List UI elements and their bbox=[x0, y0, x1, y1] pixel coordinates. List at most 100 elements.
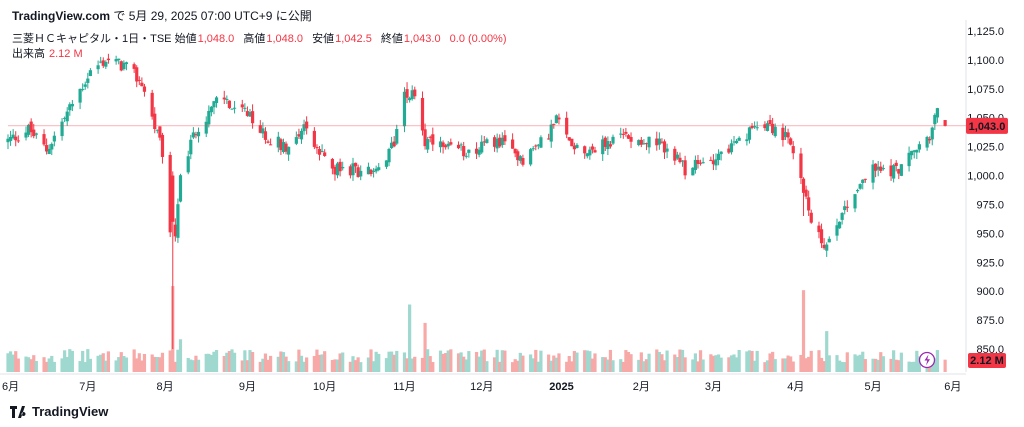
volume-bar bbox=[438, 350, 443, 372]
volume-bar bbox=[492, 357, 497, 372]
volume-bar bbox=[549, 360, 553, 372]
candle-body bbox=[32, 129, 36, 137]
volume-bar bbox=[456, 353, 461, 372]
volume-bar bbox=[477, 356, 481, 372]
candle-body bbox=[243, 107, 247, 109]
volume-bar bbox=[485, 361, 489, 372]
candle-body bbox=[642, 143, 646, 145]
volume-bar bbox=[305, 357, 309, 372]
candle-body bbox=[588, 149, 592, 156]
candle-body bbox=[158, 126, 162, 138]
volume-bar bbox=[294, 361, 298, 372]
volume-bar bbox=[6, 353, 10, 372]
candle-body bbox=[822, 244, 826, 249]
candle-body bbox=[459, 144, 463, 146]
candle-body bbox=[284, 143, 288, 152]
volume-bar bbox=[910, 361, 914, 372]
footer-logo-text: TradingView bbox=[32, 404, 109, 419]
candle-body bbox=[428, 136, 432, 138]
volume-bar bbox=[822, 361, 826, 372]
price-axis[interactable]: 1,125.01,100.01,075.01,050.01,025.01,000… bbox=[967, 26, 1004, 356]
volume-bar bbox=[606, 359, 610, 372]
volume-bar bbox=[431, 362, 435, 372]
candle-body bbox=[99, 61, 103, 63]
volume-bar bbox=[894, 359, 898, 372]
volume-bar bbox=[547, 354, 551, 372]
time-axis[interactable]: 6月 7月 8月 9月 10月 11月 12月 2025 2月 3月 4月 5月 6月 bbox=[0, 373, 966, 393]
volume-bar bbox=[590, 358, 595, 372]
candle-body bbox=[825, 244, 829, 251]
candle-body bbox=[593, 150, 597, 153]
candle-body bbox=[196, 131, 201, 137]
candle-body bbox=[845, 206, 849, 208]
candle-body bbox=[925, 136, 929, 148]
last-volume-label: 2.12 M bbox=[970, 355, 1004, 367]
volume-bar bbox=[330, 359, 334, 372]
candle-body bbox=[912, 150, 916, 152]
candle-body bbox=[408, 98, 412, 101]
volume-bar bbox=[338, 353, 342, 372]
volume-bar bbox=[258, 361, 262, 372]
candle-body bbox=[60, 121, 64, 137]
price-chart[interactable]: 1,125.01,100.01,075.01,050.01,025.01,000… bbox=[0, 0, 1024, 400]
volume-bar bbox=[47, 358, 51, 372]
tradingview-logo-icon bbox=[10, 405, 26, 418]
volume-bar bbox=[353, 360, 358, 372]
last-volume-badge bbox=[968, 353, 1006, 368]
volume-bar bbox=[855, 355, 860, 372]
volume-bar bbox=[801, 290, 806, 372]
candle-body bbox=[230, 108, 234, 110]
candle-body bbox=[122, 62, 126, 70]
candle-body bbox=[737, 137, 741, 141]
volume-bar bbox=[763, 362, 767, 372]
volume-bar bbox=[498, 361, 502, 372]
volume-bar bbox=[482, 349, 486, 372]
candle-body bbox=[474, 148, 479, 154]
volume-bar bbox=[647, 353, 651, 372]
candle-body bbox=[160, 134, 165, 157]
volume-bar bbox=[408, 304, 412, 372]
candle-body bbox=[601, 139, 605, 155]
volume-bar bbox=[263, 353, 268, 372]
volume-bar bbox=[261, 358, 265, 372]
candle-body bbox=[791, 146, 795, 154]
volume-bar bbox=[675, 357, 679, 372]
volume-bar bbox=[727, 357, 731, 372]
volume-bar bbox=[276, 356, 280, 372]
candle-body bbox=[608, 144, 613, 147]
volume-bar bbox=[835, 355, 839, 372]
candle-body bbox=[897, 169, 901, 174]
volume-bar bbox=[168, 350, 172, 372]
candle-body bbox=[644, 143, 649, 145]
volume-bar bbox=[158, 357, 162, 372]
volume-bar bbox=[142, 353, 147, 372]
candle-body bbox=[711, 160, 716, 165]
candle-body bbox=[807, 197, 811, 211]
candle-body bbox=[227, 100, 232, 108]
candle-body bbox=[214, 97, 219, 104]
volume-bar bbox=[807, 356, 811, 372]
candle-body bbox=[894, 162, 898, 167]
volume-bar bbox=[665, 350, 669, 372]
tradingview-logo[interactable]: TradingView bbox=[10, 404, 108, 419]
volume-bar bbox=[150, 354, 154, 372]
candle-body bbox=[698, 162, 703, 164]
candle-body bbox=[552, 123, 556, 125]
price-tick-label: 1,000.0 bbox=[967, 171, 1004, 183]
candle-body bbox=[294, 137, 298, 144]
legend-change: 0.0 (0.00%) bbox=[449, 33, 507, 45]
candle-body bbox=[26, 124, 31, 135]
candle-body bbox=[45, 145, 49, 152]
ohlc-legend: 三菱ＨＣキャピタル・1日・TSE 始値1,048.0 高値1,048.0 安値1… bbox=[12, 30, 513, 46]
volume-bar bbox=[711, 355, 716, 372]
candle-body bbox=[729, 143, 734, 153]
volume-bar bbox=[565, 361, 569, 372]
volume-bar bbox=[96, 355, 100, 372]
volume-bar bbox=[191, 360, 195, 372]
candle-body bbox=[78, 88, 82, 103]
candle-body bbox=[899, 164, 903, 176]
volume-bar bbox=[642, 361, 646, 372]
volume-bar bbox=[827, 355, 831, 372]
volume-bar bbox=[299, 355, 304, 372]
volume-bar bbox=[60, 358, 64, 372]
